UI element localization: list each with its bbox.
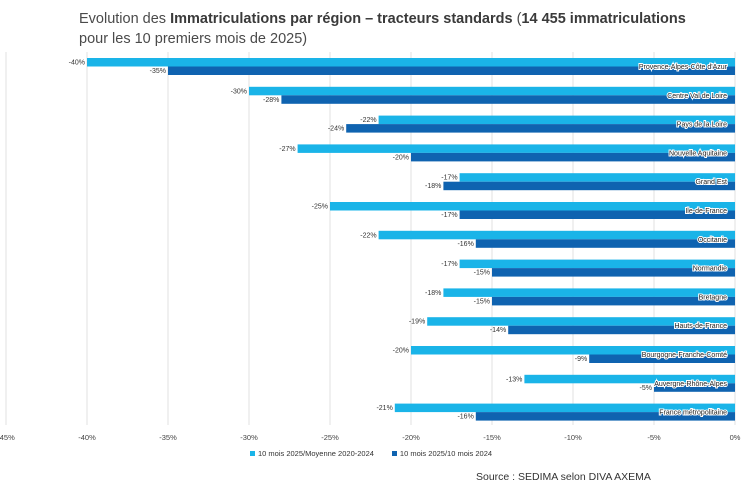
category-label: Hauts-de-France [674,323,727,330]
source-note: Source : SEDIMA selon DIVA AXEMA [476,471,651,483]
data-label: -5% [640,385,652,392]
legend-swatch-series-1 [250,451,255,456]
bar-s1-3 [297,144,735,153]
data-label: -35% [150,68,166,75]
data-label: -17% [441,261,457,268]
bar-s2-6 [475,239,735,248]
bar-s1-7 [459,259,735,269]
legend-item-series-1: 10 mois 2025/Moyenne 2020-2024 [250,449,374,458]
category-label: Occitanie [698,237,727,244]
bar-s2-11 [654,383,735,392]
data-label: -22% [360,232,376,239]
data-label: -28% [263,97,279,104]
category-label: France métropolitaine [659,410,727,417]
category-label: Centre Val de Loire [667,93,727,100]
category-label: Grand Est [695,179,727,186]
data-label: -13% [506,376,522,383]
data-label: -9% [575,356,587,363]
title-suffix: pour les 10 premiers mois de 2025) [79,31,308,47]
data-label: -30% [231,88,247,95]
data-label: -17% [441,212,457,219]
legend-swatch-series-2 [391,451,397,456]
chart-title: Evolution des Immatriculations par régio… [79,9,699,49]
x-tick-label: -10% [564,433,582,442]
bar-s2-3 [411,152,735,162]
category-label: Pays de la Loire [677,122,727,129]
data-label: -19% [409,319,425,326]
data-label: -21% [376,405,392,412]
bar-s1-8 [443,288,735,297]
bar-s2-0 [168,66,735,75]
bar-s1-12 [394,403,735,413]
category-label: Bourgogne-Franche-Comté [642,352,727,359]
category-label: Ile-de-France [685,208,727,215]
data-label: -22% [360,117,376,124]
data-label: -18% [425,183,441,190]
data-label: -16% [457,241,473,248]
data-label: -16% [457,414,473,421]
data-label: -25% [312,204,328,211]
data-label: -15% [474,270,490,277]
category-label: Normandie [693,266,727,273]
bar-s1-10 [411,346,735,355]
chart-legend: 10 mois 2025/Moyenne 2020-2024 10 mois 2… [250,449,492,458]
bar-s2-4 [443,181,735,191]
x-tick-label: -5% [647,433,661,442]
bar-s1-0 [87,58,735,67]
x-tick-label: -30% [240,433,258,442]
bar-s1-9 [427,317,735,326]
legend-label-series-1: 10 mois 2025/Moyenne 2020-2024 [258,449,374,458]
bar-s2-9 [508,325,735,335]
legend-item-series-2: 10 mois 2025/10 mois 2024 [391,449,493,458]
bar-s2-10 [589,354,735,363]
x-tick-label: 0% [730,433,741,442]
data-label: -20% [393,154,409,161]
bar-s2-2 [346,124,735,133]
data-label: -20% [393,348,409,355]
title-middle: ( [512,11,522,27]
bar-s1-5 [330,202,735,211]
category-label: Provence-Alpes-Côte d'Azur [639,64,728,71]
x-tick-label: -40% [78,433,96,442]
bar-s2-12 [475,412,735,421]
bar-s1-11 [524,374,735,384]
data-label: -24% [328,126,344,133]
legend-label-series-2: 10 mois 2025/10 mois 2024 [399,449,493,458]
bar-s2-8 [492,296,735,306]
data-label: -27% [279,146,295,153]
bar-s1-4 [459,173,735,182]
category-label: Auvergne-Rhône-Alpes [654,381,727,388]
x-tick-label: -25% [321,433,339,442]
bar-s2-7 [492,268,735,277]
title-bold-2: 14 455 immatriculations [521,11,686,27]
title-bold-1: Immatriculations par région – tracteurs … [170,11,513,27]
x-tick-label: -35% [159,433,177,442]
x-tick-label: -15% [483,433,501,442]
bar-s2-1 [281,95,735,104]
category-label: Bretagne [699,294,728,301]
bar-s1-6 [378,230,735,240]
x-tick-label: -45% [0,433,15,442]
data-label: -40% [69,60,85,67]
bar-s2-5 [459,210,735,219]
data-label: -17% [441,175,457,182]
bar-s1-2 [378,115,735,125]
title-prefix: Evolution des [79,11,171,27]
data-label: -18% [425,290,441,297]
category-label: Nouvelle Aquitaine [669,150,727,157]
data-label: -14% [490,327,506,334]
data-label: -15% [474,298,490,305]
x-tick-label: -20% [402,433,420,442]
bar-s1-1 [249,86,735,96]
